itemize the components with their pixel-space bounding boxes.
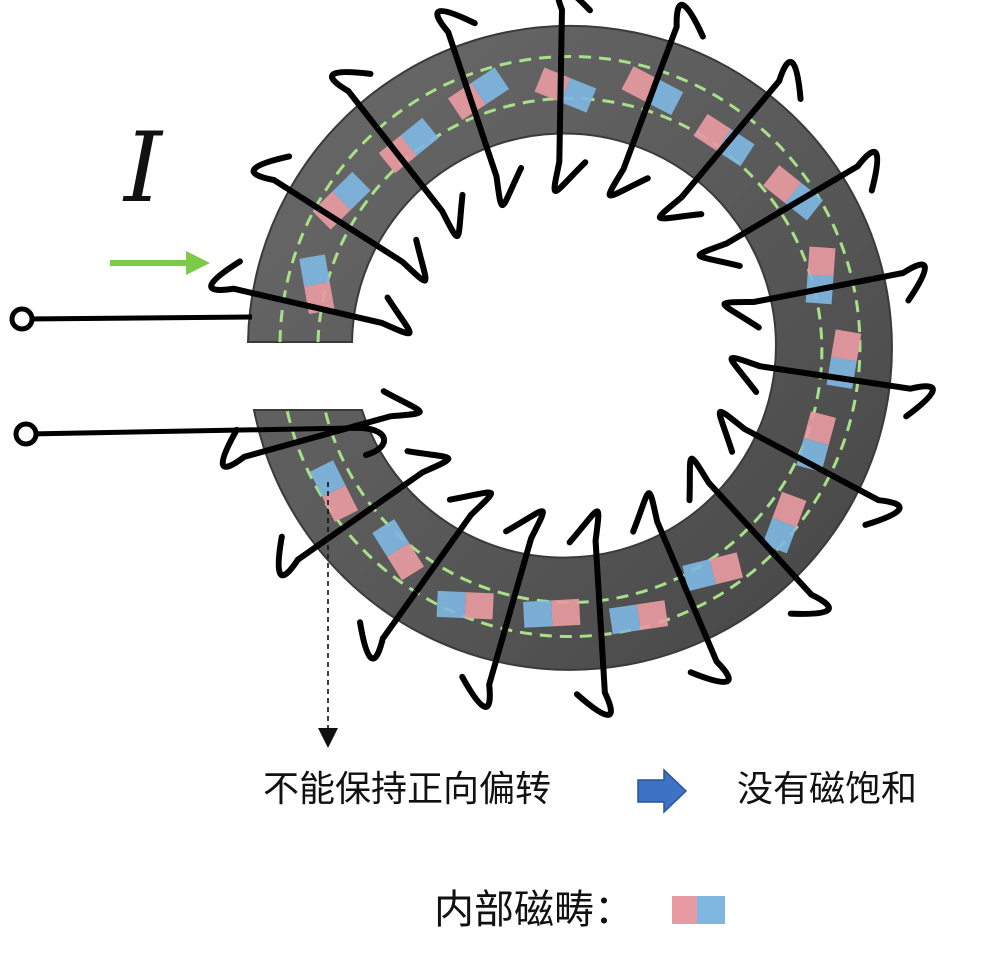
lead-wire-bottom-hook <box>349 424 387 458</box>
winding-turn <box>566 508 614 718</box>
winding-turn <box>606 2 706 199</box>
terminal-icon <box>9 306 35 332</box>
magnetic-domain <box>763 165 824 221</box>
magnetic-domain <box>805 246 836 305</box>
pointer-arrow <box>318 482 338 748</box>
magnetic-domain <box>693 113 755 167</box>
magnetic-domain <box>312 171 371 230</box>
winding-turn <box>219 388 423 470</box>
winding-turn <box>656 58 804 222</box>
magnetic-domain <box>372 519 424 581</box>
lead-wire-bottom <box>27 425 353 437</box>
winding-turn <box>434 8 525 209</box>
caption-no-saturation: 没有磁饱和 <box>737 769 918 810</box>
winding-turn <box>696 148 881 269</box>
current-arrow-icon <box>110 251 210 275</box>
winding-turn <box>686 455 832 617</box>
result-arrow-icon <box>637 768 688 814</box>
winding-turn <box>630 490 732 685</box>
domain-pair-icon <box>672 896 725 924</box>
winding-turn <box>250 153 429 284</box>
magnetic-domain <box>309 460 359 522</box>
winding-turn <box>459 508 546 710</box>
current-symbol: I <box>124 112 162 224</box>
magnetic-domain <box>608 600 669 635</box>
terminal-icon <box>13 421 39 447</box>
magnetic-domain <box>436 590 494 620</box>
winding-turn <box>275 448 452 579</box>
winding-turn <box>328 69 466 240</box>
winding-turn <box>357 489 494 662</box>
magnetic-domain <box>762 491 807 554</box>
lead-wires <box>9 306 387 458</box>
caption-no-bias: 不能保持正向偏转 <box>263 769 552 810</box>
lead-wire-top <box>23 314 253 322</box>
magnetic-domain <box>682 552 744 592</box>
winding-turn <box>721 261 928 331</box>
windings-group <box>208 0 936 718</box>
legend-label: 内部磁畴： <box>434 887 634 933</box>
winding-turn <box>208 258 413 337</box>
winding-turn <box>551 0 593 194</box>
winding-turn <box>716 408 903 528</box>
winding-turn <box>728 354 936 420</box>
magnetic-domain <box>523 598 581 628</box>
